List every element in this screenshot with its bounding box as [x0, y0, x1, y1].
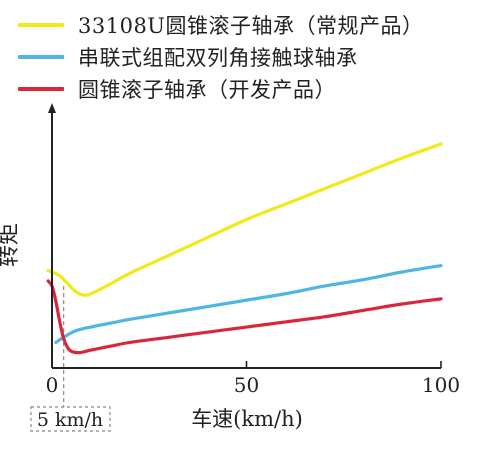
x-tick-label-0: 0: [46, 373, 59, 397]
x-axis-label: 车速(km/h): [191, 407, 303, 431]
legend-item-angular-contact-ball: 串联式组配双列角接触球轴承: [18, 44, 358, 70]
y-axis-label: 转矩: [0, 223, 22, 267]
legend: 33108U圆锥滚子轴承（常规产品） 串联式组配双列角接触球轴承 圆锥滚子轴承（…: [0, 0, 484, 110]
x-tick-label-50: 50: [234, 373, 259, 397]
legend-item-developed-tapered-roller: 圆锥滚子轴承（开发产品）: [18, 76, 336, 102]
series-line-1: [46, 142, 443, 297]
speed-annotation-box: [30, 406, 111, 432]
legend-swatch-red: [18, 87, 64, 91]
legend-label: 33108U圆锥滚子轴承（常规产品）: [78, 14, 424, 38]
legend-swatch-yellow: [18, 23, 64, 27]
legend-label: 串联式组配双列角接触球轴承: [78, 46, 358, 70]
series-line-3: [46, 279, 443, 355]
legend-swatch-blue: [18, 55, 64, 59]
legend-item-conventional-tapered-roller: 33108U圆锥滚子轴承（常规产品）: [18, 12, 424, 38]
x-tick-label-100: 100: [422, 373, 460, 397]
speed-annotation-label: 5 km/h: [37, 409, 103, 431]
legend-label: 圆锥滚子轴承（开发产品）: [78, 78, 336, 102]
series-line-2: [54, 264, 443, 344]
